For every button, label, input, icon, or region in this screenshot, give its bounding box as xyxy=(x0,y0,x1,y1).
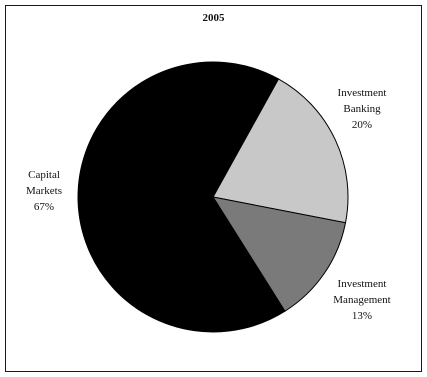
slice-label-investment-banking-line-0: Investment xyxy=(338,87,387,99)
slice-label-investment-management-line-2: 13% xyxy=(352,310,372,322)
slice-label-investment-management-line-0: Investment xyxy=(338,278,387,290)
slice-label-capital-markets-line-0: Capital xyxy=(28,169,60,181)
pie-slices xyxy=(77,61,349,333)
pie-slice-investment-management xyxy=(211,196,347,312)
chart-title: 2005 xyxy=(202,12,225,24)
slice-label-investment-banking-line-1: Banking xyxy=(343,103,381,115)
pie-slice-investment-banking xyxy=(212,78,349,224)
pie-labels: Investment Banking 20% Investment Management… xyxy=(26,87,391,322)
slice-label-investment-management-line-1: Management xyxy=(333,294,390,306)
slice-label-capital-markets-line-1: Markets xyxy=(26,185,62,197)
slice-label-investment-banking-line-2: 20% xyxy=(352,119,372,131)
slice-label-capital-markets-line-2: 67% xyxy=(34,201,54,213)
pie-slice-capital-markets xyxy=(77,61,286,333)
